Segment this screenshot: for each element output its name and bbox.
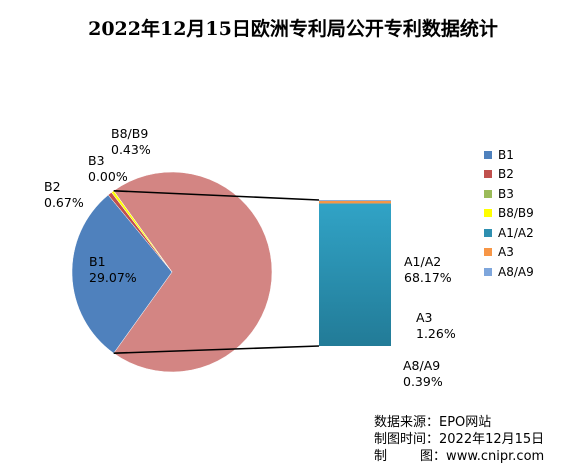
legend-label: A8/A9 <box>498 264 534 279</box>
pie-group <box>71 171 273 373</box>
legend-item-b8-b9: B8/B9 <box>484 204 534 224</box>
legend-swatch <box>484 209 492 218</box>
legend-item-a1-a2: A1/A2 <box>484 223 534 243</box>
legend-item-b1: B1 <box>484 145 534 165</box>
legend-label: A1/A2 <box>498 225 534 240</box>
data-label-b2: B2 0.67% <box>44 179 84 210</box>
chart-title: 2022年12月15日欧洲专利局公开专利数据统计 <box>88 18 498 40</box>
legend-label: B1 <box>498 147 514 162</box>
source-line-3: 制 图：www.cnipr.com <box>374 449 545 464</box>
data-labels: B1 29.07% B2 0.67%B3 0.00%B8/B9 0.43% A1/A2 68.… <box>44 126 456 389</box>
source-line-2: 制图时间：2022年12月15日 <box>374 432 545 447</box>
connector-lines <box>113 189 320 355</box>
pie-slice-b8-b9 <box>111 190 173 273</box>
legend-swatch <box>484 189 492 198</box>
legend-swatch <box>484 267 492 276</box>
legend-swatch <box>484 150 492 159</box>
breakout-bar <box>319 200 391 346</box>
data-label-b8-b9: B8/B9 0.43% <box>111 126 151 157</box>
legend-item-a8-a9: A8/A9 <box>484 262 534 282</box>
legend-label: B2 <box>498 167 514 182</box>
data-label-b1: B1 29.07% <box>89 254 137 285</box>
legend-label: B3 <box>498 186 514 201</box>
legend-swatch <box>484 248 492 257</box>
data-label-a1-a2: A1/A2 68.17% <box>404 254 452 285</box>
connector-line-top <box>113 189 320 201</box>
bar-segment-a1-a2 <box>319 203 391 346</box>
legend-label: B8/B9 <box>498 206 534 221</box>
pie-slice-other <box>113 171 273 373</box>
data-label-a3: A3 1.26% <box>416 310 456 341</box>
data-label-a8-a9: A8/A9 0.39% <box>403 358 443 389</box>
bar-segment-a3 <box>319 200 391 204</box>
source-line-1: 数据来源：EPO网站 <box>374 415 492 430</box>
legend-swatch <box>484 228 492 237</box>
legend: B1 B2 B3 B8/B9 A1/A2 A3 A8/A9 <box>484 145 534 282</box>
connector-line-bottom <box>113 345 320 355</box>
legend-label: A3 <box>498 245 514 260</box>
legend-item-b3: B3 <box>484 184 534 204</box>
data-label-b3: B3 0.00% <box>88 153 128 184</box>
bar-segment-a8-a9 <box>319 200 391 201</box>
legend-item-a3: A3 <box>484 243 534 263</box>
legend-swatch <box>484 170 492 179</box>
legend-item-b2: B2 <box>484 165 534 185</box>
source-note: 数据来源：EPO网站 制图时间：2022年12月15日 制 图：www.cnip… <box>374 414 544 465</box>
pie-slice-b1 <box>71 194 173 354</box>
